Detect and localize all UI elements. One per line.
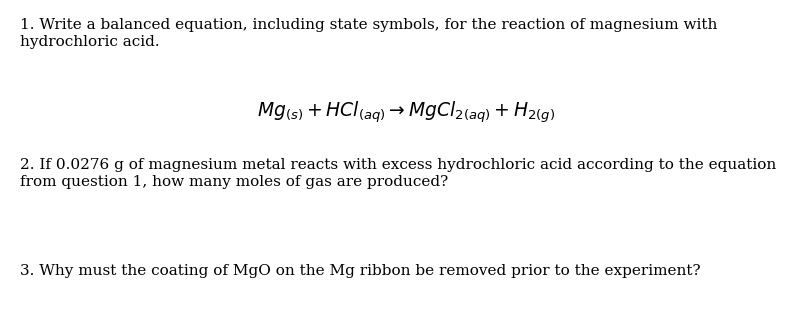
Text: $\mathit{Mg}_{(s)} + \mathit{HCl}_{(aq)} \rightarrow \mathit{MgCl}_{2(aq)} + \ma: $\mathit{Mg}_{(s)} + \mathit{HCl}_{(aq)}…	[256, 100, 555, 125]
Text: 3. Why must the coating of MgO on the Mg ribbon be removed prior to the experime: 3. Why must the coating of MgO on the Mg…	[20, 264, 700, 278]
Text: 2. If 0.0276 g of magnesium metal reacts with excess hydrochloric acid according: 2. If 0.0276 g of magnesium metal reacts…	[20, 158, 775, 189]
Text: 1. Write a balanced equation, including state symbols, for the reaction of magne: 1. Write a balanced equation, including …	[20, 18, 717, 49]
